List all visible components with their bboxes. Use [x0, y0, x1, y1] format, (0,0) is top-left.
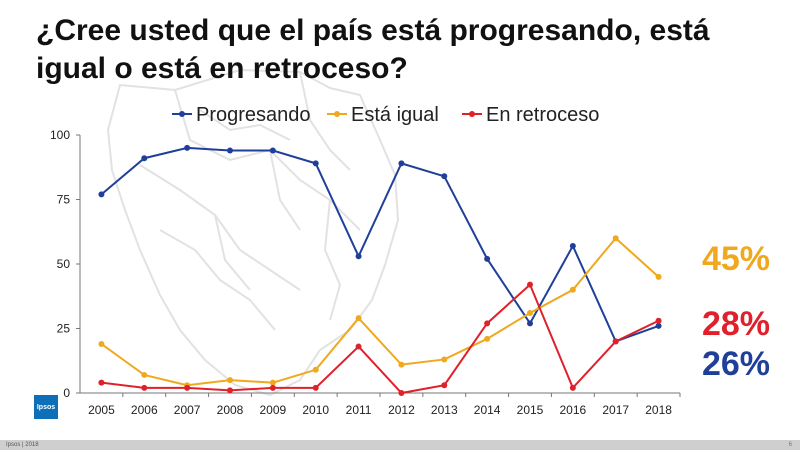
x-tick-label: 2006 — [131, 403, 158, 417]
data-point-en-retroceso — [227, 387, 233, 394]
page-number: 6 — [788, 442, 792, 448]
data-point-en-retroceso — [527, 281, 533, 288]
data-point-progresando — [141, 155, 148, 162]
callout-en-retroceso: 28% — [701, 305, 770, 343]
data-point-est-igual — [141, 371, 148, 378]
x-tick-label: 2011 — [346, 403, 372, 417]
data-point-progresando — [398, 160, 405, 167]
data-point-progresando — [355, 253, 362, 260]
x-tick-label: 2009 — [260, 403, 287, 417]
data-point-est-igual — [655, 273, 662, 280]
y-tick-label: 50 — [57, 257, 71, 271]
chart-series — [98, 144, 662, 396]
data-point-en-retroceso — [655, 317, 662, 324]
data-point-en-retroceso — [269, 384, 276, 391]
data-point-en-retroceso — [184, 384, 191, 391]
x-tick-label: 2012 — [388, 403, 415, 417]
data-point-progresando — [227, 147, 233, 154]
legend-marker-progresando — [179, 111, 185, 117]
callout-esta-igual: 45% — [701, 240, 770, 278]
callout-progresando: 26% — [701, 345, 770, 383]
data-point-progresando — [655, 322, 662, 329]
data-point-est-igual — [441, 356, 448, 363]
series-line-progresando — [100, 146, 659, 343]
y-tick-label: 75 — [57, 193, 71, 207]
data-point-progresando — [312, 160, 319, 167]
data-point-progresando — [98, 191, 105, 198]
x-tick-label: 2016 — [560, 403, 587, 417]
data-point-est-igual — [227, 377, 233, 384]
x-tick-label: 2005 — [88, 403, 115, 417]
map-outline — [106, 68, 400, 397]
series-line-est-igual — [100, 236, 660, 387]
data-point-en-retroceso — [141, 384, 148, 391]
legend-marker-en-retroceso — [469, 111, 475, 117]
data-point-en-retroceso — [441, 382, 448, 389]
legend-label-progresando: Progresando — [196, 104, 311, 126]
data-point-en-retroceso — [312, 384, 319, 391]
data-point-progresando — [269, 147, 276, 154]
legend-label-en-retroceso: En retroceso — [486, 104, 599, 126]
data-point-est-igual — [98, 340, 105, 347]
data-point-en-retroceso — [398, 390, 405, 396]
data-point-en-retroceso — [569, 384, 576, 391]
data-point-en-retroceso — [612, 338, 619, 345]
logo-text: Ipsos — [36, 403, 56, 411]
data-point-en-retroceso — [355, 343, 362, 350]
data-point-progresando — [441, 173, 448, 180]
data-point-progresando — [527, 320, 533, 327]
series-line-en-retroceso — [101, 282, 660, 395]
x-tick-label: 2014 — [474, 403, 501, 417]
data-point-est-igual — [398, 361, 405, 368]
legend-label-est-igual: Está igual — [351, 104, 439, 126]
data-point-progresando — [484, 255, 491, 262]
chart-axes: 0 25 50 75 100 2005 2006 2007 2008 2009 2010 2011 20… — [50, 128, 681, 417]
data-point-est-igual — [484, 335, 491, 342]
x-tick-label: 2007 — [174, 403, 201, 417]
chart-legend: Progresando Está igual En retroceso — [172, 104, 599, 126]
x-tick-label: 2010 — [302, 403, 329, 417]
y-tick-label: 100 — [50, 128, 70, 142]
x-tick-label: 2018 — [645, 403, 672, 417]
data-point-progresando — [184, 144, 191, 151]
x-tick-label: 2017 — [602, 403, 629, 417]
x-tick-label: 2015 — [517, 403, 544, 417]
data-point-est-igual — [569, 286, 576, 293]
data-point-est-igual — [527, 310, 533, 317]
data-point-est-igual — [269, 379, 276, 386]
data-point-est-igual — [612, 235, 619, 242]
page-title: ¿Cree usted que el país está progresando… — [36, 14, 710, 85]
data-point-en-retroceso — [484, 320, 491, 327]
y-tick-label: 25 — [57, 322, 71, 336]
data-point-progresando — [569, 242, 576, 249]
x-tick-label: 2008 — [217, 403, 244, 417]
legend-marker-est-igual — [334, 111, 340, 117]
x-tick-label: 2013 — [431, 403, 458, 417]
footer-text: Ipsos | 2018 — [6, 442, 39, 448]
y-tick-label: 0 — [63, 386, 70, 400]
data-point-est-igual — [312, 366, 319, 373]
data-point-en-retroceso — [98, 379, 105, 386]
ipsos-logo: Ipsos — [34, 395, 58, 419]
data-point-est-igual — [355, 315, 362, 322]
footer-bar: Ipsos | 2018 6 — [0, 440, 800, 450]
